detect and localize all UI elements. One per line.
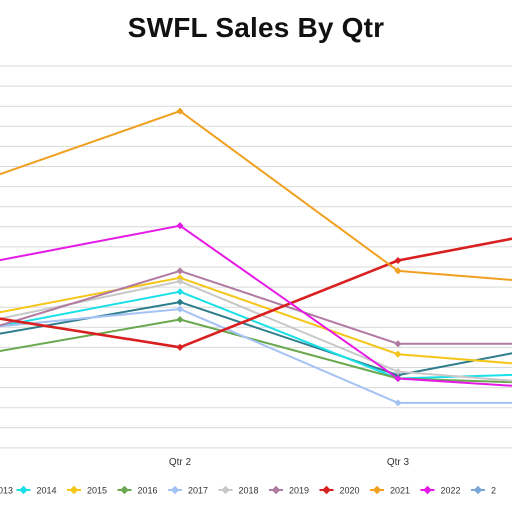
data-point-2021 [394,267,402,275]
legend-label-2015: 2015 [87,486,107,496]
data-point-2020 [176,343,184,351]
data-point-2018 [176,277,184,285]
series-line-2016 [0,318,512,384]
series-lines [0,110,512,404]
series-line-2020 [0,237,512,349]
legend-label-2017: 2017 [188,486,208,496]
legend-marker-2020 [322,485,331,495]
data-point-2018 [394,368,402,376]
legend-marker-2015 [69,485,79,495]
data-point-2016 [176,315,184,324]
data-point-2020 [394,256,402,265]
series-line-2019 [0,269,512,345]
legend-marker-2021 [372,485,382,495]
data-point-2021 [176,107,184,115]
data-point-2017 [394,399,402,407]
x-axis-tick-labels: Qtr 2 Qtr 3 [169,457,410,468]
data-point-2022 [394,374,402,383]
legend-label-2016: 2016 [138,486,158,496]
series-points [176,107,402,407]
data-point-2019 [394,340,402,348]
x-tick-label: Qtr 3 [387,457,410,468]
legend-label-2013: 013 [0,486,13,496]
series-line-2021 [0,110,512,282]
chart-title: SWFL Sales By Qtr [127,12,385,43]
data-point-2013 [176,298,184,306]
series-line-2015 [0,276,512,365]
legend-label-2022: 2022 [441,486,461,496]
series-line-2013 [0,301,512,377]
legend-label-2018: 2018 [239,486,259,496]
legend-marker-2017 [170,485,180,495]
legend: 013 2014 2015 2016 2017 2018 2019 2020 2021 2022 2 [0,486,496,496]
data-point-2022 [176,222,184,230]
series-line-2017 [0,308,512,404]
legend-marker-2023 [473,485,483,495]
gridlines [0,65,512,449]
legend-marker-2016 [120,485,129,495]
legend-label-2020: 2020 [340,486,360,496]
x-tick-label: Qtr 2 [169,457,192,468]
legend-label-2019: 2019 [289,486,309,496]
legend-marker-2022 [423,485,432,495]
series-line-2022 [0,224,512,387]
legend-label-2014: 2014 [37,486,57,496]
legend-marker-2014 [19,485,28,495]
data-point-2014 [176,288,184,296]
legend-marker-2018 [221,485,230,495]
data-point-2015 [394,350,402,358]
legend-marker-2019 [271,485,281,495]
legend-label-2021: 2021 [390,486,410,496]
data-point-2017 [176,305,184,313]
data-point-2019 [176,267,184,275]
series-line-2014 [0,290,512,380]
legend-label-2023: 2 [491,486,496,496]
